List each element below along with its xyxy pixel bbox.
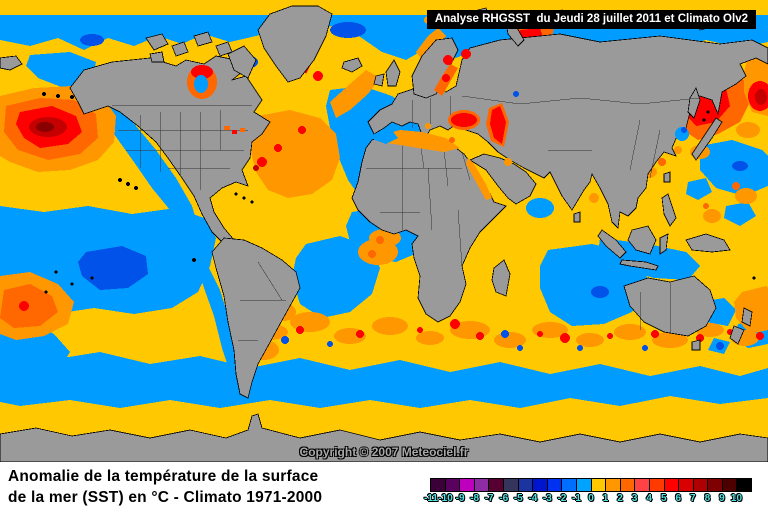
scale-tick-label: -4	[528, 493, 538, 504]
scale-cell	[722, 479, 738, 491]
great-britain	[385, 59, 401, 87]
scale-cell	[562, 479, 577, 491]
scale-tick-label: 9	[719, 493, 725, 504]
scale-tick-label: 7	[690, 493, 696, 504]
scale-cell	[737, 479, 752, 491]
scandinavia	[411, 37, 459, 99]
new-guinea	[685, 233, 731, 253]
scale-tick-label: -11	[424, 493, 438, 504]
north-pacific-hotspot-core	[36, 122, 54, 132]
caspian-sea-hot	[490, 106, 506, 144]
scale-cell	[503, 479, 519, 491]
sulawesi	[659, 233, 669, 255]
africa	[351, 133, 507, 323]
scale-tick-label: 3	[631, 493, 638, 504]
scale-tick-label: 5	[660, 493, 667, 504]
southern-ocean-cold-band	[0, 352, 768, 408]
baffin-island	[227, 45, 257, 79]
north-atlantic-warm-blob	[250, 110, 340, 198]
scale-tick-label: 4	[646, 493, 652, 504]
color-scale: -11 -10 -9 -8 -7 -6 -5 -4 -3 -2 -1 0 1 2 3 4 5 6 7 8 9 10	[424, 478, 752, 510]
footer-strip: Anomalie de la température de la surface…	[0, 462, 768, 512]
scale-tick-label: 2	[617, 493, 623, 504]
scale-tick-label: 10	[730, 493, 743, 504]
caption-line-1: Anomalie de la température de la surface	[8, 468, 319, 485]
eurasia	[367, 33, 768, 229]
caption-line-2: de la mer (SST) en °C - Climato 1971-200…	[8, 489, 323, 506]
japan	[691, 117, 723, 161]
iceland	[341, 57, 363, 73]
madagascar	[491, 259, 511, 297]
chukotka-sliver	[0, 55, 23, 71]
scale-tick-label: 0	[588, 493, 594, 504]
scale-cell	[606, 479, 621, 491]
red-sea-warm	[466, 158, 492, 200]
scale-tick-label: -10	[438, 493, 453, 504]
scale-cell	[664, 479, 680, 491]
borneo	[627, 225, 657, 255]
scale-cell	[518, 479, 534, 491]
new-zealand-south	[729, 325, 745, 345]
tasmania	[691, 339, 701, 351]
arabia	[469, 153, 537, 205]
scale-cell	[533, 479, 548, 491]
scale-tick-label: -2	[557, 493, 567, 504]
greenland	[257, 5, 333, 83]
inland-seas-anomalies	[187, 49, 689, 200]
sri-lanka	[573, 211, 581, 223]
scale-cell	[547, 479, 563, 491]
new-zealand-north	[741, 307, 753, 327]
copyright-text: Copyright © 2007 Meteociel.fr	[299, 445, 469, 459]
north-america	[69, 55, 271, 247]
scale-tick-label: -1	[572, 493, 581, 504]
mediterranean-warm	[378, 130, 460, 152]
canadian-arctic-islands	[145, 31, 233, 63]
scale-cell	[474, 479, 490, 491]
scale-cell	[649, 479, 665, 491]
scale-tick-label: 8	[704, 493, 711, 504]
scale-cell	[620, 479, 636, 491]
west-mediterranean-cold	[374, 128, 398, 144]
scale-cell	[635, 479, 650, 491]
color-scale-labels: -11 -10 -9 -8 -7 -6 -5 -4 -3 -2 -1 0 1 2 3 4 5 6 7 8 9 10	[424, 493, 751, 507]
scale-tick-label: -3	[542, 493, 552, 504]
scale-tick-label: -8	[470, 493, 480, 504]
country-borders	[112, 95, 701, 341]
world-map-graphic	[0, 5, 768, 462]
sst-world-map: Analyse RHGSST du Jeudi 28 juillet 2011 …	[0, 0, 768, 462]
land-layer	[0, 5, 768, 462]
scale-tick-label: 1	[602, 493, 609, 504]
hawaii	[118, 178, 122, 182]
scale-tick-label: -5	[513, 493, 523, 504]
scale-cell	[576, 479, 592, 491]
sakhalin	[687, 87, 701, 119]
map-caption: Anomalie de la température de la surface…	[8, 466, 322, 508]
philippines	[661, 193, 677, 227]
java	[619, 259, 659, 271]
scale-cell	[693, 479, 709, 491]
south-america	[211, 237, 301, 399]
ireland	[373, 73, 385, 87]
scale-tick-label: -9	[455, 493, 465, 504]
galapagos	[192, 258, 196, 262]
scale-cell	[489, 479, 504, 491]
scale-tick-label: -6	[499, 493, 509, 504]
antarctica	[0, 413, 768, 462]
scale-cell	[460, 479, 475, 491]
scale-tick-label: -7	[484, 493, 494, 504]
island-specks	[42, 92, 756, 294]
scale-tick-label: 6	[675, 493, 682, 504]
color-scale-bar	[430, 478, 752, 492]
analysis-banner: Analyse RHGSST du Jeudi 28 juillet 2011 …	[426, 10, 756, 29]
scale-cell	[445, 479, 461, 491]
scale-cell	[431, 479, 446, 491]
taiwan	[663, 171, 671, 183]
scale-cell	[679, 479, 694, 491]
scale-cell	[591, 479, 607, 491]
hudson-bay-cold-center	[194, 75, 208, 93]
black-sea-hot	[451, 113, 477, 127]
scale-cell	[708, 479, 723, 491]
sumatra	[597, 229, 627, 259]
